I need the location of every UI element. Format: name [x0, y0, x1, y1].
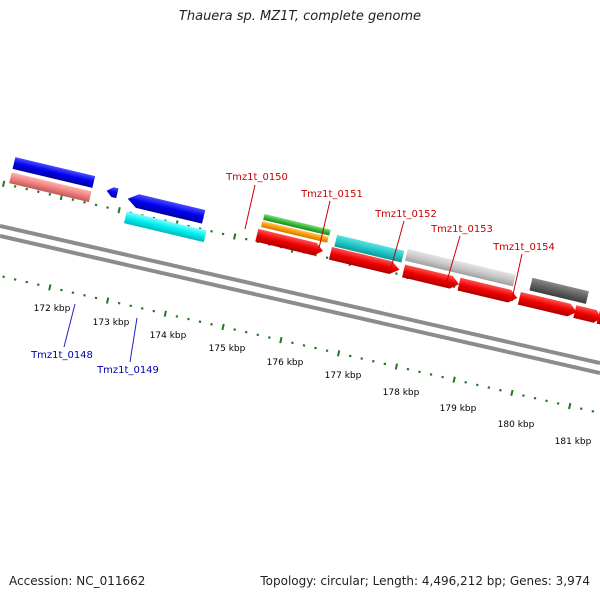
cds-arrow-forward-3: [402, 264, 460, 289]
outer-scale-tick: [233, 233, 237, 240]
kbp-label: 181 kbp: [555, 437, 592, 447]
inner-scale-tick: [452, 376, 456, 383]
label-pointers-blue: [63, 303, 138, 363]
gene-label-tmz1t-0152: Tmz1t_0152: [374, 209, 437, 220]
outer-scale-tick: [1, 180, 6, 187]
cds-arrow-forward-1: [255, 228, 323, 256]
map-title: Thauera sp. MZ1T, complete genome: [178, 9, 422, 24]
gene-label-tmz1t-0153: Tmz1t_0153: [430, 224, 493, 235]
cds-arrow-reverse-1: [12, 157, 96, 188]
gene-feature-green: [263, 214, 331, 236]
kbp-label: 180 kbp: [498, 420, 535, 430]
pointer-tmz1t-0152: [390, 220, 405, 269]
topology-text: Topology: circular; Length: 4,496,212 bp…: [260, 574, 590, 588]
gene-feature-light-gray: [404, 248, 516, 287]
kbp-label: 174 kbp: [150, 331, 187, 341]
gene-feature-cyan: [124, 211, 207, 243]
inner-scale-tick: [510, 389, 514, 397]
inner-scale-tick: [568, 402, 572, 410]
kbp-label: 173 kbp: [93, 318, 130, 328]
pointer-tmz1t-0150: [244, 184, 256, 230]
gene-label-tmz1t-0154: Tmz1t_0154: [492, 242, 555, 253]
kbp-label: 177 kbp: [325, 371, 362, 381]
inner-scale-tick: [221, 323, 225, 331]
kbp-label: 175 kbp: [209, 344, 246, 354]
inner-scale-tick: [105, 297, 110, 304]
inner-scale-tick: [394, 363, 399, 370]
accession-text: Accession: NC_011662: [9, 574, 146, 588]
pointer-tmz1t-0148: [63, 303, 76, 348]
cds-arrow-reverse-small: [106, 187, 119, 199]
backbone-outer-line: [0, 224, 600, 365]
inner-scale-tick: [163, 310, 167, 317]
gene-labels: Tmz1t_0148 Tmz1t_0149 Tmz1t_0150 Tmz1t_0…: [30, 172, 555, 376]
kbp-label: 179 kbp: [440, 404, 477, 414]
pointer-tmz1t-0154: [511, 253, 523, 300]
gene-feature-teal: [334, 234, 405, 263]
gene-label-tmz1t-0151: Tmz1t_0151: [300, 189, 363, 200]
label-pointers-red: [244, 184, 523, 300]
pointer-tmz1t-0151: [318, 200, 331, 249]
kbp-label: 176 kbp: [267, 358, 304, 368]
kbp-label: 172 kbp: [34, 304, 71, 314]
pointer-tmz1t-0153: [446, 235, 461, 282]
cds-arrow-forward-6: [573, 305, 600, 323]
gene-feature-salmon: [9, 172, 92, 203]
outer-scale-tick: [117, 207, 121, 214]
inner-scale-tick: [336, 350, 341, 357]
cds-arrow-forward-4: [457, 277, 518, 303]
pointer-tmz1t-0149: [129, 317, 138, 363]
gene-feature-orange: [261, 221, 329, 243]
cds-arrow-forward-2: [328, 246, 400, 274]
gene-label-tmz1t-0149: Tmz1t_0149: [96, 365, 159, 376]
inner-scale-tick: [48, 284, 52, 291]
gene-label-tmz1t-0150: Tmz1t_0150: [225, 172, 288, 183]
backbone-inner-line: [0, 234, 600, 375]
cds-arrow-forward-5: [517, 291, 577, 317]
kbp-axis-labels: 172 kbp 173 kbp 174 kbp 175 kbp 176 kbp …: [34, 304, 592, 447]
cds-arrow-reverse-2: [127, 194, 206, 224]
gene-label-tmz1t-0148: Tmz1t_0148: [30, 350, 93, 361]
kbp-label: 178 kbp: [383, 388, 420, 398]
gene-features: [9, 157, 600, 336]
inner-scale-tick: [279, 336, 283, 344]
gene-feature-dark-gray-1: [529, 277, 589, 304]
